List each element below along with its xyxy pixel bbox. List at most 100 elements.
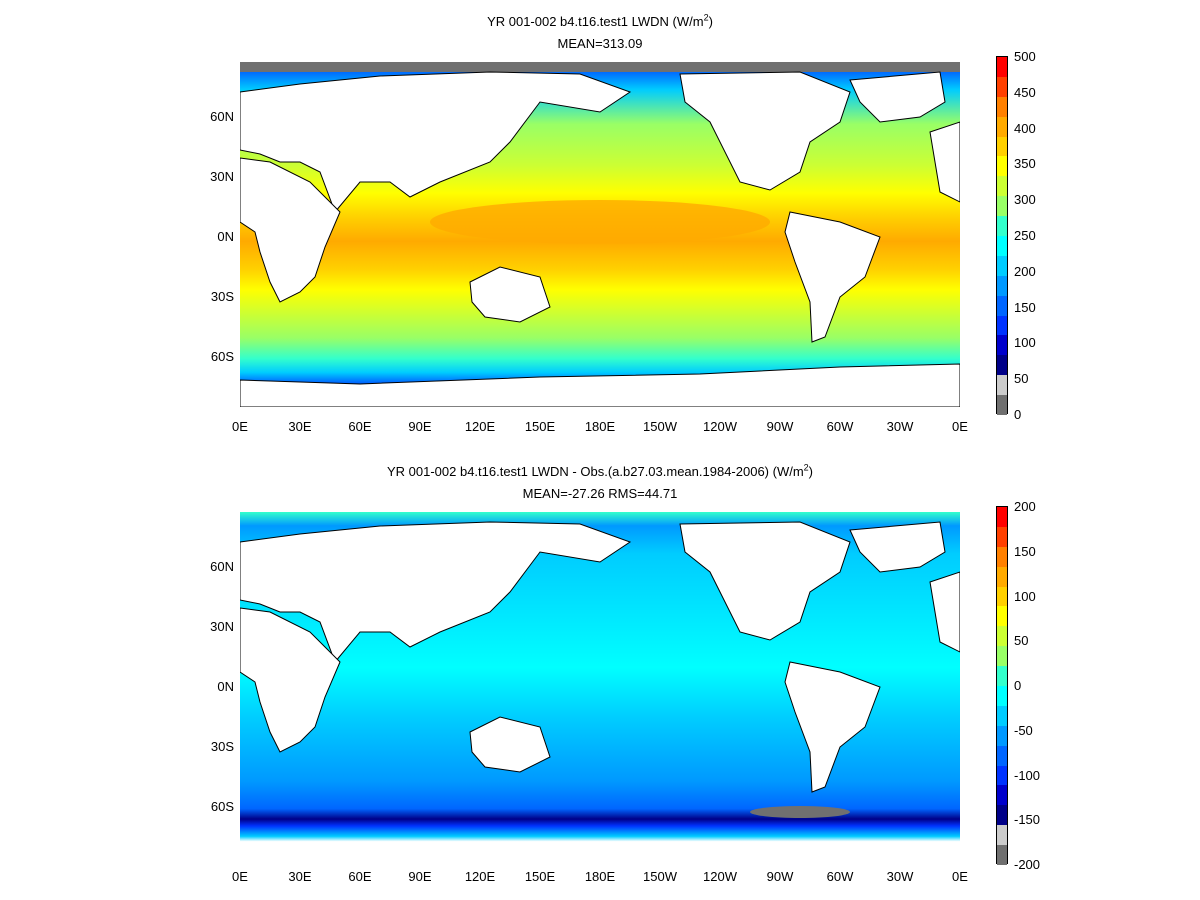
- lon-label: 120E: [464, 869, 496, 884]
- colorbar-segment: [997, 785, 1007, 806]
- colorbar-tick-label: 150: [1014, 543, 1036, 559]
- lat-label: 30S: [210, 739, 234, 754]
- title-superscript: 2: [703, 12, 709, 23]
- lwdn-diff-map: [240, 512, 960, 857]
- colorbar-segment: [997, 196, 1007, 217]
- arctic-cap: [240, 62, 960, 72]
- colorbar-segment: [997, 255, 1007, 277]
- colorbar-tick-label: 200: [1014, 263, 1036, 279]
- land-masses: [240, 521, 960, 793]
- colorbar-segment: [997, 176, 1007, 197]
- lon-label: 90E: [408, 869, 432, 884]
- lon-label: 0E: [952, 419, 968, 434]
- colorbar-tick-label: 200: [1014, 499, 1036, 514]
- title-text: YR 001-002 b4.t16.test1 LWDN (W/m: [487, 14, 704, 29]
- lon-label: 0E: [952, 869, 968, 884]
- colorbar-segment: [997, 745, 1007, 767]
- colorbar-segment: [997, 765, 1007, 786]
- colorbar-segment: [997, 546, 1007, 568]
- colorbar-segment: [997, 845, 1007, 866]
- lat-label: 60N: [210, 109, 234, 124]
- lon-label: 60W: [826, 419, 854, 434]
- colorbar-tick-label: 150: [1014, 299, 1036, 315]
- lon-label: 30W: [886, 419, 914, 434]
- colorbar-segment: [997, 355, 1007, 376]
- lat-label: 30N: [210, 619, 234, 634]
- map-title: YR 001-002 b4.t16.test1 LWDN (W/m2): [240, 12, 960, 30]
- lon-label: 0E: [232, 419, 248, 434]
- colorbar-segment: [997, 375, 1007, 396]
- colorbar-segment: [997, 825, 1007, 846]
- map-title: YR 001-002 b4.t16.test1 LWDN - Obs.(a.b2…: [240, 462, 960, 480]
- colorbar-tick-label: -50: [1014, 722, 1033, 738]
- lon-label: 60E: [348, 869, 372, 884]
- colorbar-segment: [997, 275, 1007, 297]
- title-text: YR 001-002 b4.t16.test1 LWDN - Obs.(a.b2…: [386, 464, 804, 479]
- lon-label: 150E: [524, 419, 556, 434]
- lat-label: 60N: [210, 559, 234, 574]
- title-tail: ): [708, 14, 713, 29]
- colorbar-tick-label: -200: [1014, 857, 1041, 872]
- colorbar-tick-label: 450: [1014, 84, 1036, 100]
- colorbar-segment: [997, 136, 1007, 157]
- lon-label: 150W: [643, 419, 677, 434]
- lon-label: 0E: [232, 869, 248, 884]
- colorbar-tick-label: 300: [1014, 192, 1036, 208]
- lwdn-map: [240, 62, 960, 407]
- colorbar-segment: [997, 586, 1007, 607]
- lon-label: 150E: [524, 869, 556, 884]
- lon-label: 120E: [464, 419, 496, 434]
- colorbar-segment: [997, 646, 1007, 667]
- lon-label: 180E: [584, 419, 616, 434]
- colorbar-tick-label: -150: [1014, 812, 1041, 828]
- colorbar: [996, 506, 1008, 866]
- colorbar-segment: [997, 566, 1007, 588]
- colorbar-tick-label: 0: [1014, 407, 1022, 422]
- colorbar-segment: [997, 805, 1007, 826]
- colorbar: [996, 56, 1008, 416]
- lon-label: 30E: [288, 869, 312, 884]
- land-masses: [240, 71, 960, 407]
- lat-label: 30S: [210, 289, 234, 304]
- colorbar-segment: [997, 96, 1007, 118]
- title-superscript: 2: [803, 462, 809, 473]
- colorbar-segment: [997, 216, 1007, 237]
- lat-label: 60S: [210, 349, 234, 364]
- warm-pool: [430, 200, 770, 244]
- colorbar-tick-label: 0: [1014, 678, 1022, 693]
- lon-label: 90W: [766, 869, 794, 884]
- colorbar-tick-label: 400: [1014, 120, 1036, 136]
- colorbar-segment: [997, 606, 1007, 627]
- lat-label: 60S: [210, 799, 234, 814]
- colorbar-segment: [997, 626, 1007, 647]
- colorbar-tick-label: 50: [1014, 633, 1029, 649]
- colorbar-segment: [997, 526, 1007, 548]
- lon-label: 30E: [288, 419, 312, 434]
- colorbar-tick-label: -100: [1014, 767, 1041, 783]
- lon-label: 60E: [348, 419, 372, 434]
- colorbar-segment: [997, 156, 1007, 177]
- lat-label: 0N: [217, 229, 234, 244]
- lwdn-panel: YR 001-002 b4.t16.test1 LWDN (W/m2) MEAN…: [210, 12, 1036, 434]
- colorbar-segment: [997, 395, 1007, 416]
- lon-label: 90E: [408, 419, 432, 434]
- title-tail: ): [808, 464, 814, 479]
- colorbar-segment: [997, 315, 1007, 336]
- colorbar-segment: [997, 295, 1007, 317]
- lwdn-diff-panel: YR 001-002 b4.t16.test1 LWDN - Obs.(a.b2…: [0, 450, 1200, 900]
- colorbar-segment: [997, 507, 1007, 528]
- colorbar-segment: [997, 57, 1007, 78]
- colorbar-segment: [997, 116, 1007, 138]
- lon-label: 90W: [766, 419, 794, 434]
- colorbar-tick-label: 500: [1014, 49, 1036, 64]
- colorbar-tick-label: 250: [1014, 228, 1036, 243]
- lon-label: 120W: [703, 869, 737, 884]
- colorbar-tick-label: 100: [1014, 588, 1036, 604]
- lon-label: 60W: [826, 869, 854, 884]
- lat-label: 0N: [217, 679, 234, 694]
- colorbar-tick-label: 50: [1014, 371, 1029, 387]
- colorbar-segment: [997, 666, 1007, 687]
- lat-label: 30N: [210, 169, 234, 184]
- colorbar-segment: [997, 705, 1007, 727]
- lon-label: 180E: [584, 869, 616, 884]
